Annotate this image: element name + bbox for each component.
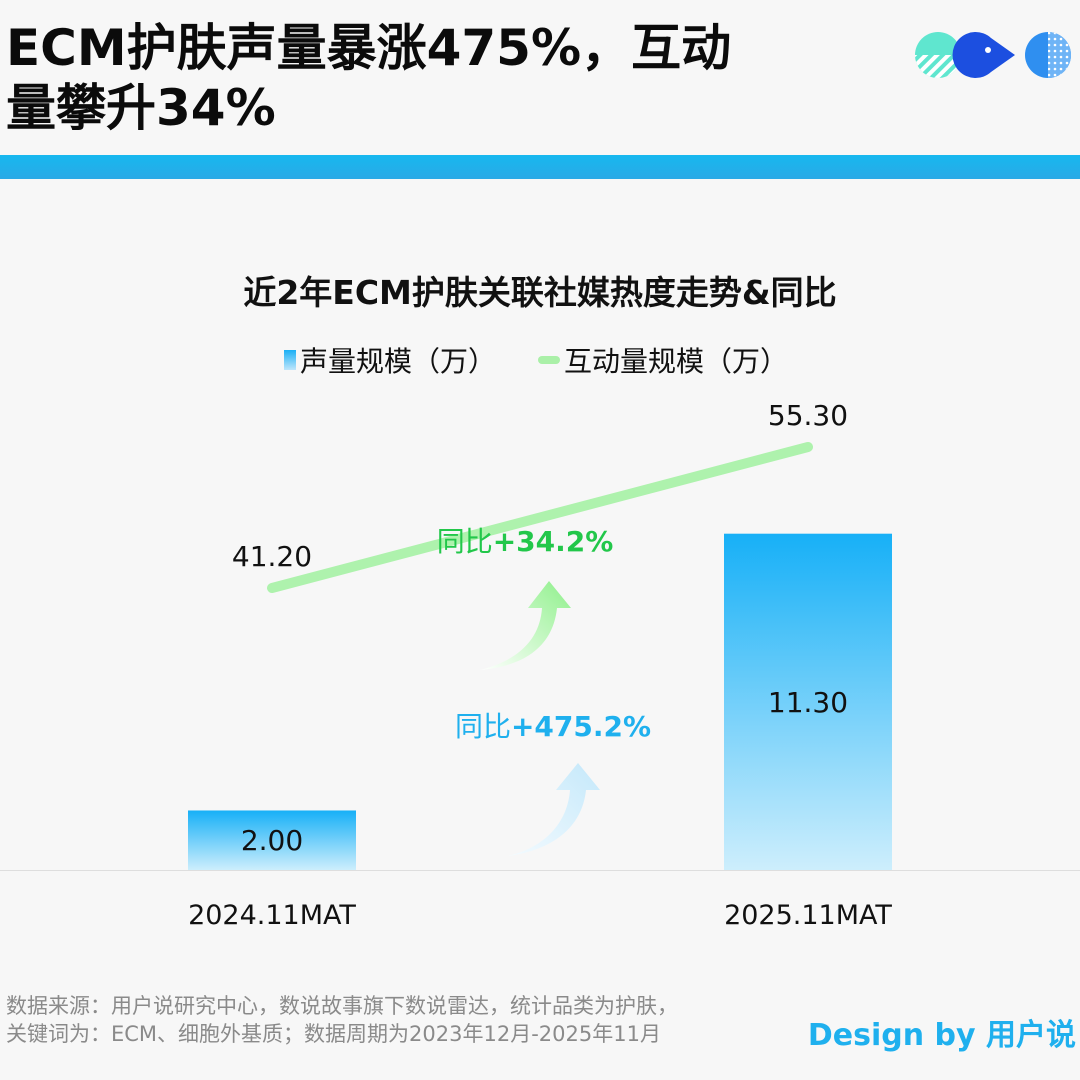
legend-line-swatch bbox=[538, 356, 560, 364]
headline-line-2: 量攀升34% bbox=[6, 79, 276, 137]
bar-2025.11MAT bbox=[724, 533, 892, 870]
headline: ECM护肤声量暴涨475%，互动 量攀升34% bbox=[6, 18, 906, 138]
yoy-annotation-interaction: 同比+34.2% bbox=[437, 525, 614, 558]
bar-2024.11MAT bbox=[188, 810, 356, 870]
interaction-series-line bbox=[267, 442, 813, 593]
pacman-eye-icon bbox=[985, 47, 991, 53]
legend-label-volume: 声量规模（万） bbox=[300, 345, 497, 378]
curved-up-arrow-icon bbox=[480, 581, 571, 670]
brand-logo bbox=[915, 31, 1071, 78]
legend-item-volume: 声量规模（万） bbox=[284, 340, 496, 380]
curved-up-arrow-icon bbox=[508, 763, 600, 856]
yoy-value-volume: +475.2% bbox=[511, 710, 651, 743]
striped-circle-icon bbox=[915, 32, 961, 78]
data-source-line-2: 关键词为：ECM、细胞外基质；数据周期为2023年12月-2025年11月 bbox=[6, 1022, 661, 1046]
header-divider-stripe bbox=[0, 155, 1080, 179]
yoy-prefix-interaction: 同比 bbox=[437, 525, 493, 558]
legend-bar-swatch bbox=[284, 350, 296, 370]
yoy-prefix-volume: 同比 bbox=[455, 710, 511, 743]
data-source-line-1: 数据来源：用户说研究中心，数说故事旗下数说雷达，统计品类为护肤， bbox=[6, 994, 678, 1018]
line-value-label: 55.30 bbox=[768, 399, 848, 432]
data-source-note: 数据来源：用户说研究中心，数说故事旗下数说雷达，统计品类为护肤， 关键词为：EC… bbox=[6, 992, 826, 1048]
yoy-annotation-volume: 同比+475.2% bbox=[455, 710, 651, 743]
chart-title: 近2年ECM护肤关联社媒热度走势&同比 bbox=[243, 273, 837, 312]
dotted-circle-icon bbox=[1025, 32, 1071, 78]
x-tick-label: 2024.11MAT bbox=[188, 900, 356, 931]
pacman-icon bbox=[952, 31, 1015, 78]
bar-value-label: 2.00 bbox=[241, 824, 303, 857]
design-credit: Design by 用户说 bbox=[807, 1018, 1076, 1053]
yoy-value-interaction: +34.2% bbox=[493, 525, 614, 558]
chart-legend: 声量规模（万） 互动量规模（万） bbox=[0, 340, 1080, 380]
bar-value-label: 11.30 bbox=[768, 686, 848, 719]
chart-plot: 2.002024.11MAT11.302025.11MAT41.2055.30 … bbox=[0, 399, 1080, 931]
x-tick-label: 2025.11MAT bbox=[724, 900, 892, 931]
legend-item-interaction: 互动量规模（万） bbox=[538, 340, 788, 380]
headline-line-1: ECM护肤声量暴涨475%，互动 bbox=[6, 19, 732, 77]
line-value-label: 41.20 bbox=[232, 540, 312, 573]
legend-label-interaction: 互动量规模（万） bbox=[564, 345, 789, 378]
